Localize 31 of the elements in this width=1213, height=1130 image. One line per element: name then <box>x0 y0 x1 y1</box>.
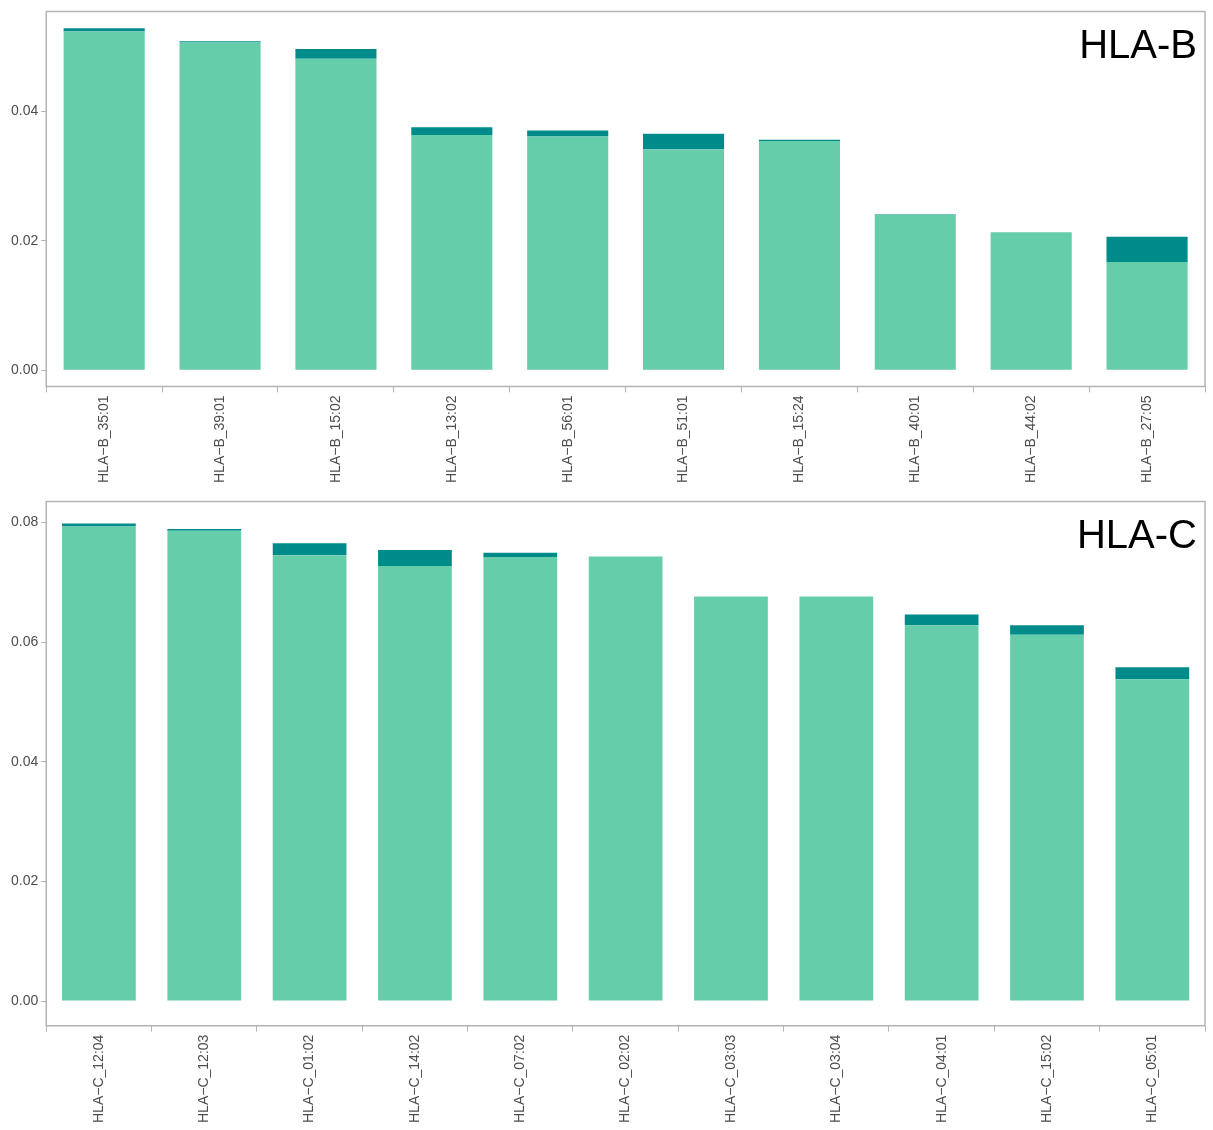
x-tick-label: HLA−C_12:03 <box>195 1034 212 1123</box>
y-tick-label: 0.06 <box>11 632 39 649</box>
x-tick-label: HLA−B_27:05 <box>1137 395 1154 484</box>
x-tick-label: HLA−C_14:02 <box>405 1034 422 1123</box>
x-tick-label: HLA−B_13:02 <box>442 395 459 484</box>
x-tick-label: HLA−C_07:02 <box>511 1034 528 1123</box>
y-tick-label: 0.04 <box>11 752 39 769</box>
x-tick-label: HLA−C_01:02 <box>300 1034 317 1123</box>
x-tick-label: HLA−B_56:01 <box>558 395 575 484</box>
x-tick-label: HLA−C_12:04 <box>89 1034 106 1123</box>
x-tick-label: HLA−C_15:02 <box>1037 1034 1054 1123</box>
chart-title: HLA-C <box>1076 512 1197 557</box>
x-tick-label: HLA−C_03:03 <box>721 1034 738 1123</box>
x-tick-label: HLA−B_44:02 <box>1022 395 1039 484</box>
x-tick-label: HLA−C_02:02 <box>616 1034 633 1123</box>
x-tick-label: HLA−B_35:01 <box>95 395 112 484</box>
x-tick-label: HLA−B_51:01 <box>674 395 691 484</box>
x-tick-label: HLA−B_15:24 <box>790 395 807 484</box>
x-tick-label: HLA−C_04:01 <box>932 1034 949 1123</box>
x-tick-label: HLA−C_05:01 <box>1143 1034 1160 1123</box>
x-tick-label: HLA−C_03:04 <box>827 1034 844 1123</box>
y-tick-label: 0.02 <box>11 872 39 889</box>
x-tick-label: HLA−B_39:01 <box>210 395 227 484</box>
y-tick-label: 0.00 <box>11 991 39 1008</box>
x-tick-label: HLA−B_40:01 <box>906 395 923 484</box>
y-tick-label: 0.08 <box>11 513 39 530</box>
x-tick-label: HLA−B_15:02 <box>326 395 343 484</box>
chart-title: HLA-B <box>1079 22 1197 67</box>
y-tick-label: 0.02 <box>11 231 39 248</box>
y-tick-label: 0.00 <box>11 361 39 378</box>
y-tick-label: 0.04 <box>11 102 39 119</box>
